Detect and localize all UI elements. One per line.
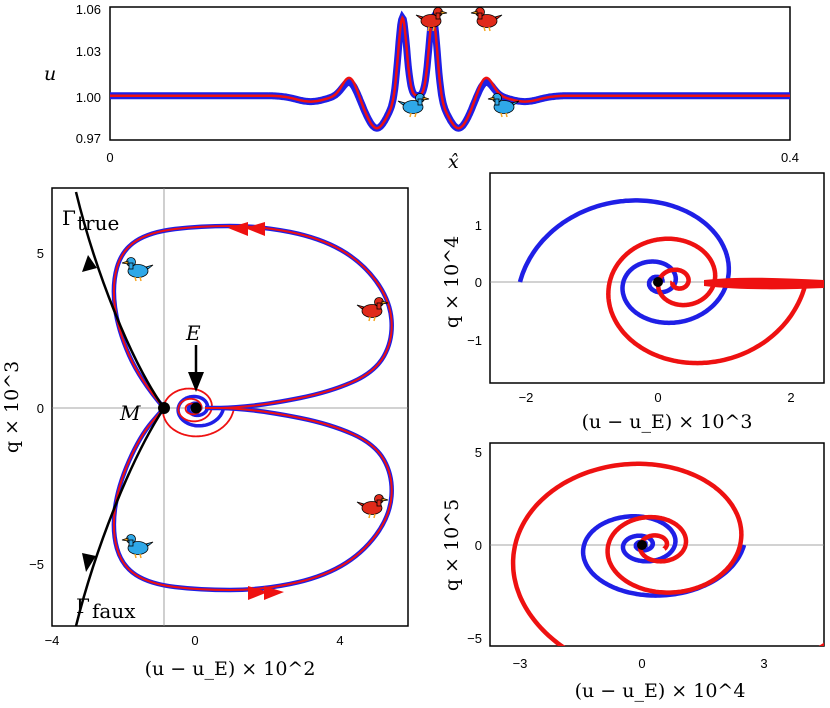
top-xlabel: x̂ <box>448 151 459 173</box>
duck-blue-icon <box>121 256 154 282</box>
gamma-true-sub: true <box>77 211 119 235</box>
main-ytick-5: 5 <box>37 246 44 261</box>
in1-xlabel: (u − u_E) × 10^3 <box>582 411 753 433</box>
top-ylabel: u <box>44 63 56 85</box>
inset-upper-E <box>653 277 663 287</box>
duck-red-icon <box>415 6 448 32</box>
in1-xtick-2: 2 <box>787 390 794 405</box>
duck-red-icon <box>470 6 503 32</box>
gamma-true-arrow <box>82 255 97 272</box>
inset-lower-red <box>510 461 824 646</box>
duck-red-icon <box>356 493 389 519</box>
orbit-arrow-bottom <box>264 586 284 600</box>
in2-xtick-m3: −3 <box>513 656 528 671</box>
in2-ytick-5: 5 <box>475 445 482 460</box>
in1-ytick-0: 0 <box>475 275 482 290</box>
point-M <box>158 402 170 414</box>
gamma-faux-arrow <box>82 553 96 572</box>
label-E: E <box>185 321 201 345</box>
in2-ytick-m5: −5 <box>467 631 482 646</box>
top-panel: 1.06 1.03 1.00 0.97 0 0.4 u x̂ <box>44 2 799 173</box>
gamma-true-curve <box>74 191 166 409</box>
label-M: M <box>119 401 141 425</box>
in2-ytick-0: 0 <box>475 538 482 553</box>
main-ylabel: q × 10^3 <box>1 361 23 453</box>
in1-ytick-1: 1 <box>475 218 482 233</box>
gamma-faux-label: Γ <box>76 594 90 618</box>
in2-xtick-3: 3 <box>760 656 767 671</box>
top-ytick-3: 1.00 <box>76 90 101 105</box>
point-E <box>190 402 202 414</box>
inset-upper-red <box>606 236 809 366</box>
main-panel: Γ true Γ faux M E 5 0 −5 −4 0 4 (u − u_E… <box>1 187 409 680</box>
top-ytick-4: 0.97 <box>76 131 101 146</box>
orbit-arrow-top <box>228 222 248 236</box>
e-arrow-head <box>188 372 204 392</box>
top-frame <box>109 6 791 141</box>
main-xtick-4: 4 <box>336 633 343 648</box>
inset-upper-red-band <box>704 277 824 290</box>
inset-lower-E <box>637 540 647 550</box>
inset-upper-frame <box>489 172 825 384</box>
inset-lower-blue <box>580 514 747 598</box>
gamma-faux-sub: faux <box>92 599 136 623</box>
in1-xtick-0: 0 <box>654 390 661 405</box>
main-ytick-0: 0 <box>37 401 44 416</box>
inset-upper-panel: 1 0 −1 −2 0 2 (u − u_E) × 10^3 q × 10^4 <box>441 172 825 433</box>
top-ytick-1: 1.06 <box>76 2 101 17</box>
in1-xtick-m2: −2 <box>519 390 534 405</box>
gamma-faux-curve <box>74 407 166 626</box>
in2-ylabel: q × 10^5 <box>441 499 463 591</box>
inset-lower-frame <box>489 442 825 647</box>
top-blue-line <box>110 10 790 132</box>
in2-xtick-0: 0 <box>638 656 645 671</box>
main-xtick-0: 0 <box>191 633 198 648</box>
orbit-arrow-top <box>245 222 265 236</box>
main-frame <box>51 187 409 627</box>
duck-red-icon <box>356 296 389 322</box>
gamma-true-label: Γ <box>62 206 76 230</box>
in1-ylabel: q × 10^4 <box>441 236 463 328</box>
inset-upper-blue <box>517 198 732 326</box>
in2-xlabel: (u − u_E) × 10^4 <box>575 680 746 702</box>
inset-lower-panel: 5 0 −5 −3 0 3 (u − u_E) × 10^4 q × 10^5 <box>441 442 825 702</box>
top-xtick-0: 0 <box>106 150 113 165</box>
top-xtick-1: 0.4 <box>781 150 799 165</box>
orbit-arrow-bottom <box>248 586 268 600</box>
duck-blue-icon <box>121 533 154 559</box>
top-ytick-2: 1.03 <box>76 44 101 59</box>
in1-ytick-m1: −1 <box>467 333 482 348</box>
main-ytick-m5: −5 <box>29 557 44 572</box>
main-xlabel: (u − u_E) × 10^2 <box>145 658 316 680</box>
top-red-line <box>110 15 790 130</box>
main-xtick-m4: −4 <box>45 633 60 648</box>
main-orbit-red <box>112 224 393 592</box>
